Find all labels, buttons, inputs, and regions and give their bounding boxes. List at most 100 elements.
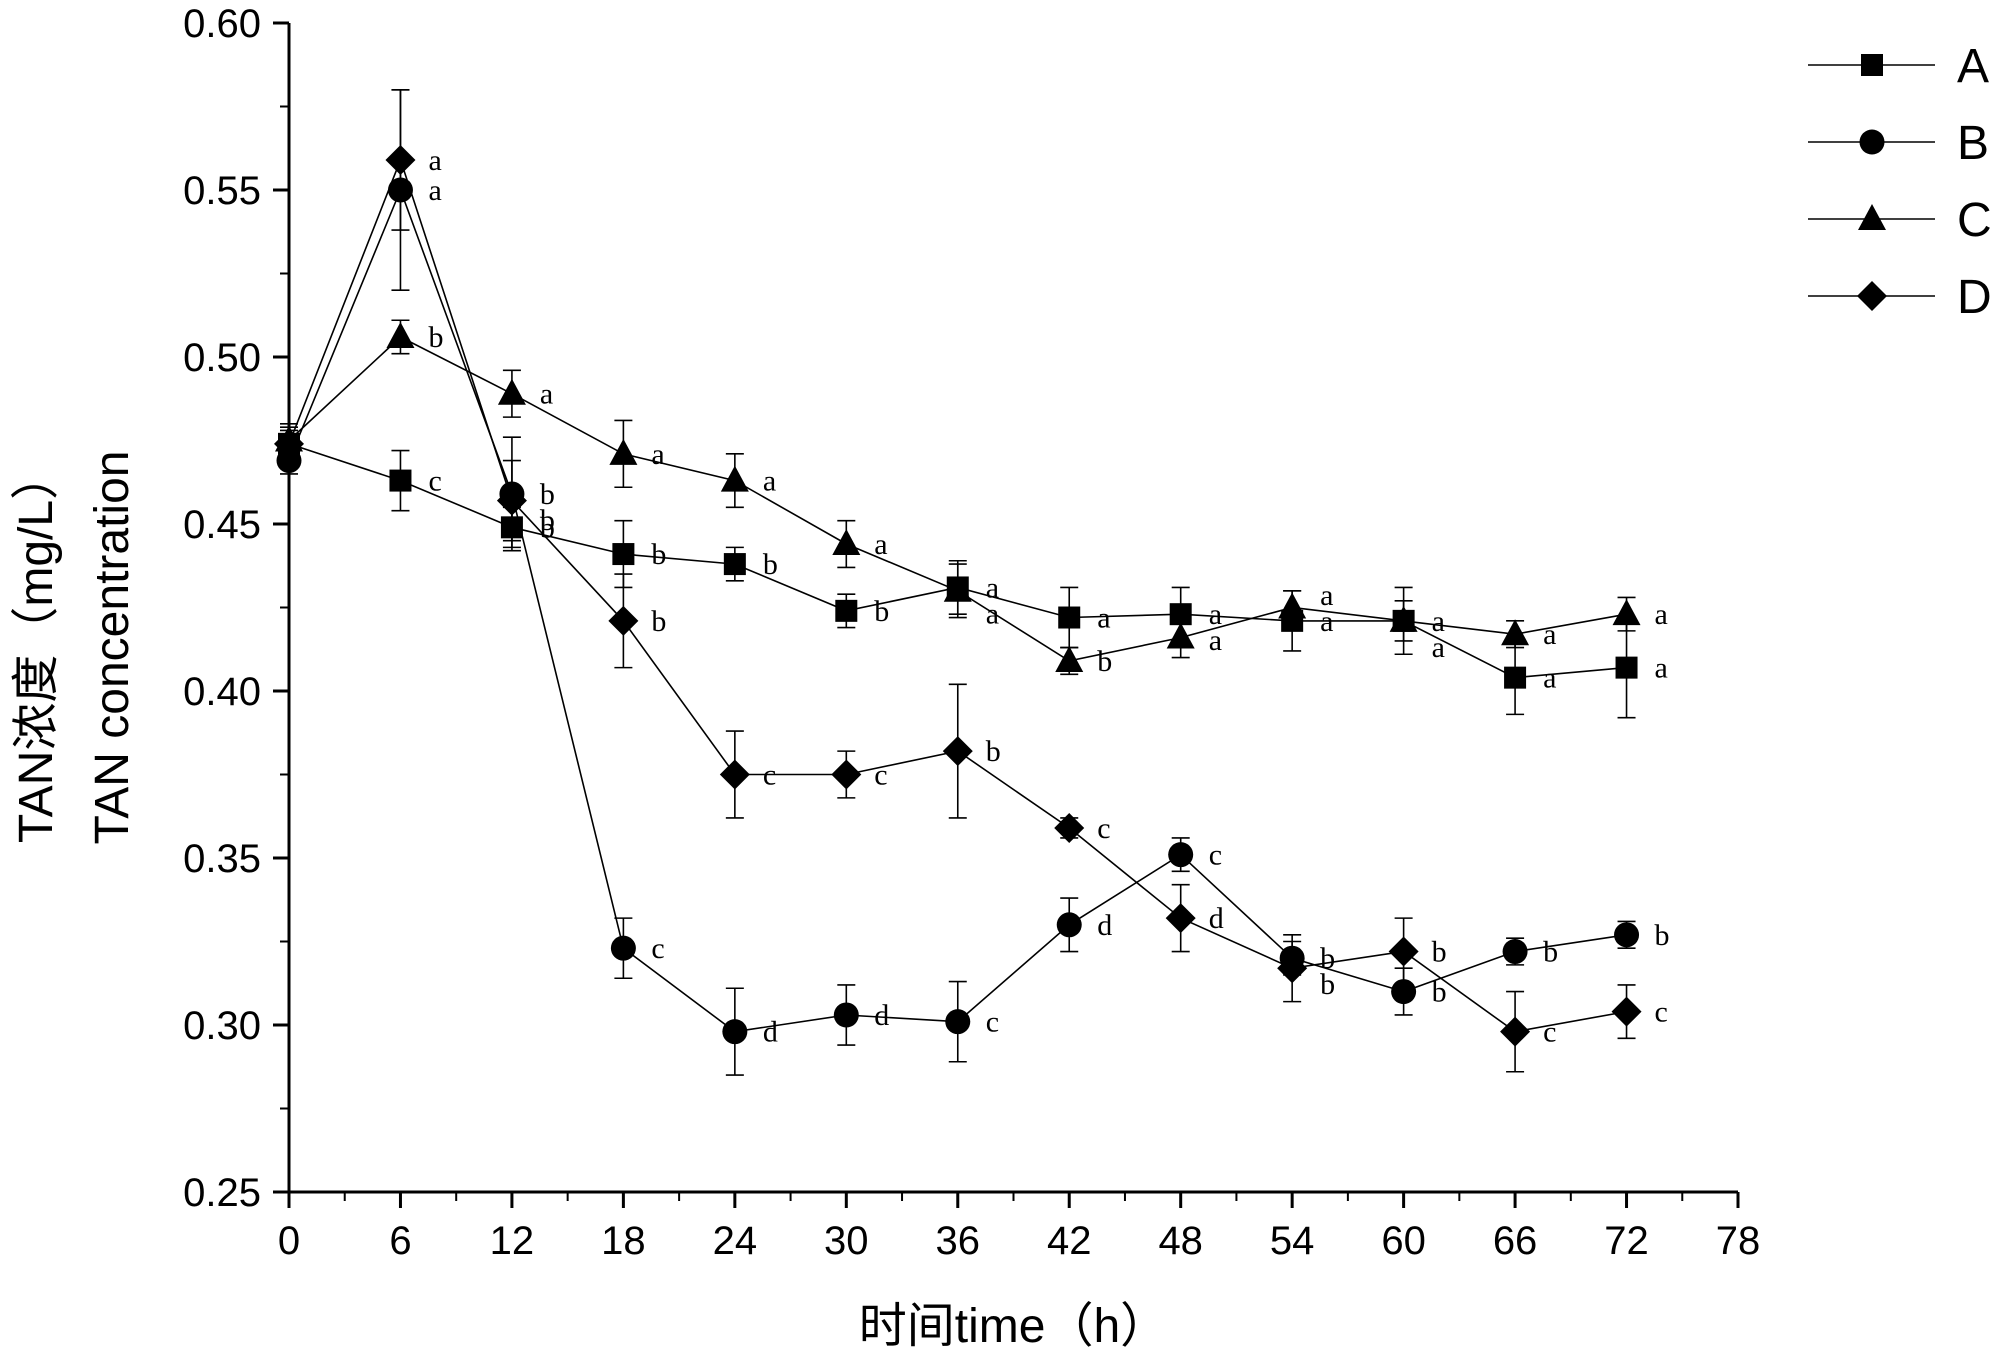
- data-point-c: [1278, 592, 1307, 619]
- data-point-d: [496, 485, 527, 516]
- x-tick-label: 42: [1047, 1219, 1092, 1263]
- significance-label-d: c: [1655, 996, 1668, 1029]
- legend-label: A: [1957, 40, 1989, 93]
- significance-label-a: a: [1209, 598, 1222, 631]
- significance-label-c: a: [986, 597, 999, 630]
- x-tick-label: 12: [490, 1219, 535, 1263]
- x-tick-label: 0: [278, 1219, 300, 1263]
- significance-label-a: a: [986, 571, 999, 604]
- y-tick-label: 0.40: [183, 670, 261, 714]
- legend-marker-b: [1859, 129, 1885, 155]
- data-point-d: [1611, 996, 1642, 1027]
- legend-item-c: C: [1808, 194, 1992, 247]
- data-point-d: [1388, 936, 1419, 967]
- data-point-c: [386, 321, 415, 348]
- series-c: [275, 319, 1641, 676]
- significance-label-d: b: [540, 504, 555, 537]
- significance-label-d: a: [428, 144, 441, 177]
- x-tick-label: 36: [936, 1219, 981, 1263]
- significance-label-c: a: [1543, 618, 1556, 651]
- significance-label-d: c: [763, 759, 776, 792]
- significance-label-c: a: [1320, 579, 1333, 612]
- y-tick-label: 0.55: [183, 169, 261, 213]
- data-point-a: [835, 599, 858, 622]
- y-tick-label: 0.30: [183, 1004, 261, 1048]
- data-point-c: [832, 529, 861, 556]
- data-point-a: [723, 553, 746, 576]
- legend-item-d: D: [1808, 271, 1992, 324]
- significance-label-a: c: [428, 465, 441, 498]
- x-tick-label: 6: [389, 1219, 411, 1263]
- data-point-a: [1169, 603, 1192, 626]
- y-tick-label: 0.45: [183, 503, 261, 547]
- significance-label-a: b: [540, 511, 555, 544]
- data-point-c: [720, 465, 749, 492]
- data-point-c: [1055, 645, 1084, 672]
- significance-label-b: d: [874, 999, 889, 1032]
- significance-label-a: a: [1655, 652, 1668, 685]
- data-point-c: [1501, 619, 1530, 646]
- axes: [287, 23, 1738, 1194]
- data-point-b: [722, 1019, 748, 1045]
- significance-label-b: d: [1097, 909, 1112, 942]
- significance-label-c: a: [540, 378, 553, 411]
- significance-label-a: a: [1432, 605, 1445, 638]
- x-tick-label: 54: [1270, 1219, 1315, 1263]
- significance-label-c: a: [1209, 624, 1222, 657]
- significance-label-d: b: [986, 735, 1001, 768]
- significance-label-c: a: [651, 438, 664, 471]
- x-axis-title: 时间time（h）: [859, 1300, 1168, 1353]
- significance-label-b: b: [1655, 919, 1670, 952]
- legend-marker-a: [1861, 54, 1883, 76]
- data-point-d: [1277, 953, 1308, 984]
- data-point-a: [389, 469, 412, 492]
- significance-label-b: c: [651, 932, 664, 965]
- legend-marker-c: [1858, 204, 1886, 230]
- legend-item-b: B: [1808, 117, 1989, 170]
- x-tick-label: 66: [1493, 1219, 1538, 1263]
- data-point-b: [833, 1002, 859, 1028]
- significance-label-b: b: [1432, 976, 1447, 1009]
- significance-label-b: c: [1209, 839, 1222, 872]
- significance-label-d: d: [1209, 902, 1224, 935]
- significance-label-d: c: [1543, 1016, 1556, 1049]
- y-tick-label: 0.60: [183, 2, 261, 46]
- data-point-a: [1504, 666, 1527, 689]
- significance-label-d: b: [651, 605, 666, 638]
- data-point-d: [831, 759, 862, 790]
- legend-label: B: [1957, 117, 1989, 170]
- data-point-c: [1612, 599, 1641, 626]
- significance-label-a: a: [1543, 662, 1556, 695]
- y-tick-label: 0.25: [183, 1171, 261, 1215]
- data-point-b: [945, 1009, 971, 1035]
- significance-label-c: a: [1655, 598, 1668, 631]
- significance-label-d: c: [874, 759, 887, 792]
- significance-label-b: b: [1320, 942, 1335, 975]
- y-tick-label: 0.35: [183, 837, 261, 881]
- x-tick-label: 48: [1158, 1219, 1203, 1263]
- data-point-a: [1058, 606, 1081, 629]
- legend-item-a: A: [1808, 40, 1989, 93]
- data-point-d: [1165, 903, 1196, 934]
- x-tick-label: 78: [1716, 1219, 1761, 1263]
- data-point-c: [1389, 605, 1418, 632]
- x-tick-label: 30: [824, 1219, 869, 1263]
- significance-label-a: b: [651, 538, 666, 571]
- data-point-c: [497, 378, 526, 405]
- y-axis-title-line-2: TAN concentration: [86, 451, 139, 845]
- significance-label-c: b: [1097, 645, 1112, 678]
- data-point-c: [1166, 622, 1195, 649]
- significance-label-b: b: [540, 478, 555, 511]
- x-tick-label: 24: [713, 1219, 758, 1263]
- legend-label: D: [1957, 271, 1992, 324]
- x-tick-label: 18: [601, 1219, 646, 1263]
- data-point-d: [719, 759, 750, 790]
- series-d: [274, 89, 1642, 1073]
- significance-label-b: d: [763, 1016, 778, 1049]
- significance-label-c: a: [874, 528, 887, 561]
- legend-marker-d: [1857, 281, 1887, 311]
- x-tick-label: 60: [1381, 1219, 1426, 1263]
- data-point-b: [1614, 922, 1640, 948]
- data-point-c: [943, 575, 972, 602]
